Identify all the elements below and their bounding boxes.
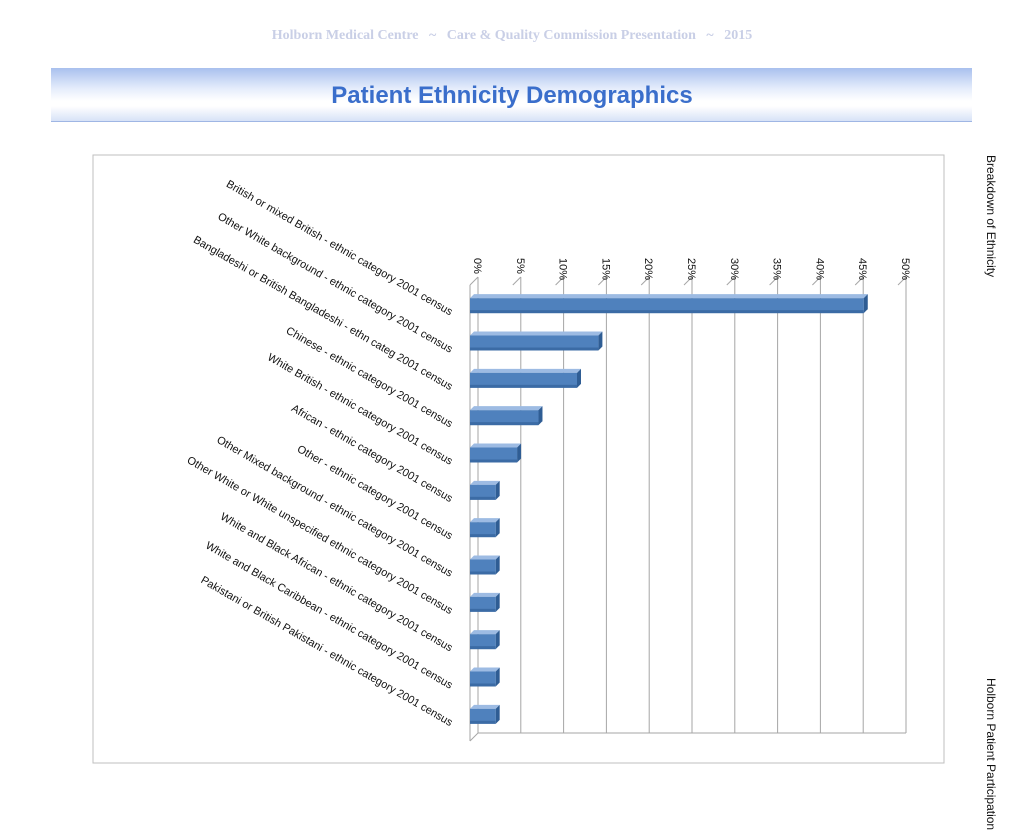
bar bbox=[470, 667, 500, 687]
bar bbox=[470, 443, 522, 463]
gridline-connector bbox=[555, 276, 564, 286]
presentation-header: Holborn Medical Centre ~ Care & Quality … bbox=[271, 28, 753, 43]
gridline-connector bbox=[598, 276, 607, 286]
title-band bbox=[51, 68, 972, 122]
gridline-connector bbox=[683, 276, 693, 286]
gridline-connector bbox=[512, 276, 522, 286]
x-tick-label: 15% bbox=[599, 258, 611, 280]
x-tick-label: 0% bbox=[471, 258, 483, 274]
gridline-connector bbox=[854, 276, 864, 286]
gridline-connector bbox=[769, 276, 778, 286]
gridline-connector bbox=[640, 276, 650, 286]
x-tick-label: 30% bbox=[728, 258, 740, 280]
x-tick-label: 35% bbox=[771, 258, 783, 280]
gridline-connector bbox=[726, 276, 736, 286]
slide-title: Patient Ethnicity Demographics bbox=[331, 82, 693, 109]
x-tick-label: 25% bbox=[685, 258, 697, 280]
gridline-connector bbox=[812, 276, 821, 286]
chart-bars bbox=[470, 294, 868, 724]
ethnicity-bar-chart: 0% 5% 10% 15% 20% 25% 30% 35% 40% 45% 50% British … bbox=[92, 154, 945, 764]
x-tick-label: 45% bbox=[856, 258, 868, 280]
x-tick-label: 50% bbox=[899, 258, 911, 280]
gridline-connector bbox=[469, 276, 479, 286]
x-tick-label: 40% bbox=[813, 258, 825, 280]
x-tick-label: 10% bbox=[557, 258, 569, 280]
bar bbox=[470, 704, 500, 724]
bar bbox=[470, 406, 543, 426]
bar bbox=[470, 555, 500, 575]
bar bbox=[470, 480, 500, 500]
footer-vertical-text: Holborn Patient Participation bbox=[984, 678, 998, 830]
bar bbox=[470, 368, 581, 388]
x-tick-label: 5% bbox=[514, 258, 526, 274]
chart-gridlines bbox=[469, 276, 907, 742]
axis-line bbox=[469, 732, 479, 742]
chart-title-vertical: Breakdown of Ethnicity bbox=[984, 155, 998, 278]
chart-tick-labels: 0% 5% 10% 15% 20% 25% 30% 35% 40% 45% 50% bbox=[471, 258, 911, 280]
bar bbox=[470, 294, 868, 314]
bar bbox=[470, 592, 500, 612]
bar bbox=[470, 331, 603, 351]
bar bbox=[470, 518, 500, 538]
bar bbox=[470, 630, 500, 650]
gridline-connector bbox=[897, 276, 907, 286]
x-tick-label: 20% bbox=[642, 258, 654, 280]
